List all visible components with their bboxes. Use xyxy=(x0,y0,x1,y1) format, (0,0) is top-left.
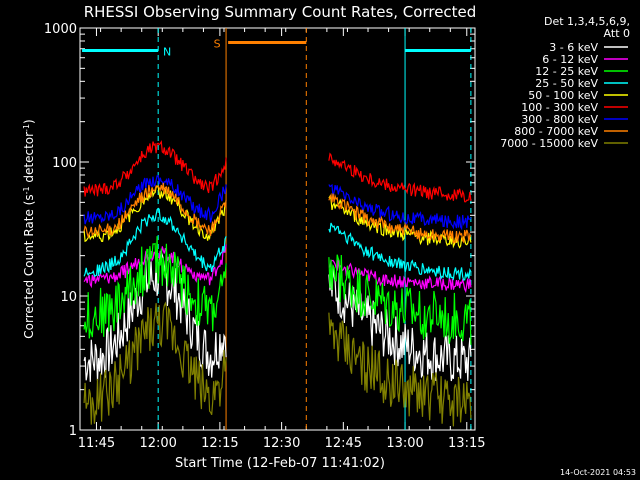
legend-header-2: Att 0 xyxy=(604,27,630,40)
legend-label: 50 - 100 keV xyxy=(528,89,598,102)
legend-label: 300 - 800 keV xyxy=(521,113,598,126)
legend-label: 7000 - 15000 keV xyxy=(500,137,598,150)
chart-title: RHESSI Observing Summary Count Rates, Co… xyxy=(84,3,477,21)
x-axis-ticks: 11:45 12:00 12:15 12:30 12:45 13:00 13:15 xyxy=(78,28,486,451)
observing-flags: NS xyxy=(82,28,472,430)
legend-label: 100 - 300 keV xyxy=(521,101,598,114)
legend-label: 800 - 7000 keV xyxy=(514,125,598,138)
legend-header-1: Det 1,3,4,5,6,9, xyxy=(544,15,630,28)
y-tick-label: 100 xyxy=(52,156,77,171)
y-tick-label: 10 xyxy=(60,290,77,305)
y-tick-label: 1000 xyxy=(44,22,77,37)
y-axis-ticks: 1 10 100 1000 xyxy=(44,22,475,439)
legend-label: 12 - 25 keV xyxy=(535,65,598,78)
x-tick-label: 13:15 xyxy=(448,436,485,451)
timestamp: 14-Oct-2021 04:53 xyxy=(560,468,636,477)
series-line xyxy=(83,301,472,427)
series-line xyxy=(83,139,472,203)
x-tick-label: 12:30 xyxy=(263,436,300,451)
x-tick-label: 12:15 xyxy=(201,436,238,451)
x-tick-label: 12:45 xyxy=(325,436,362,451)
legend-label: 3 - 6 keV xyxy=(549,41,598,54)
flag-label: N xyxy=(163,45,171,58)
series-line xyxy=(83,236,472,345)
plot-frame xyxy=(79,27,476,431)
legend-label: 6 - 12 keV xyxy=(542,53,598,66)
series-line xyxy=(83,175,472,231)
y-tick-label: 1 xyxy=(69,424,77,439)
x-tick-label: 11:45 xyxy=(78,436,115,451)
x-axis-label: Start Time (12-Feb-07 11:41:02) xyxy=(175,456,385,471)
x-tick-label: 13:00 xyxy=(386,436,423,451)
series-layer xyxy=(83,139,472,427)
series-line xyxy=(83,207,472,281)
legend-label: 25 - 50 keV xyxy=(535,77,598,90)
y-axis-label: Corrected Count Rate (s-1 detector-1) xyxy=(22,119,37,338)
x-tick-label: 12:00 xyxy=(139,436,176,451)
series-line xyxy=(83,182,472,245)
flag-label: S xyxy=(214,37,221,50)
